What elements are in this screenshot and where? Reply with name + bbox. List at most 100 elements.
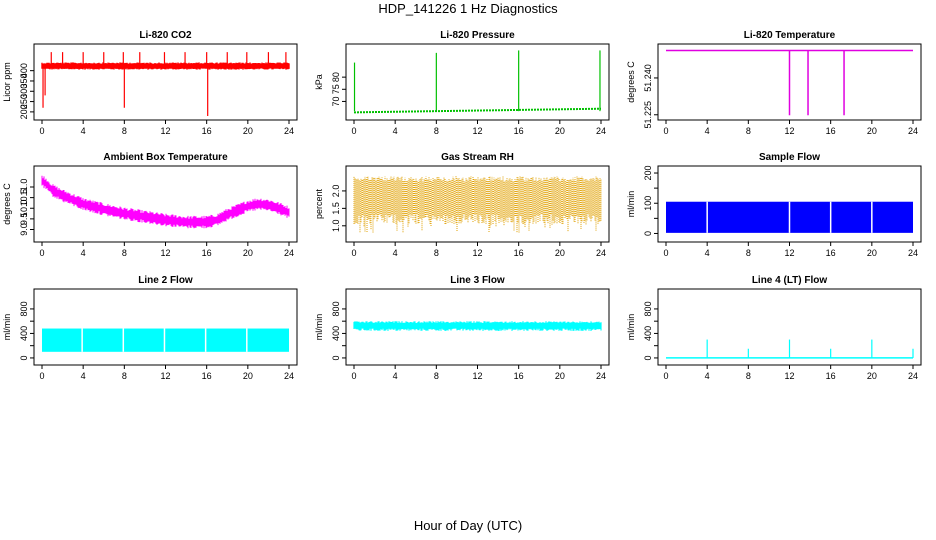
y-tick-label: 70	[331, 96, 341, 106]
x-tick-label: 24	[908, 248, 918, 258]
y-tick-label: 11.0	[19, 179, 29, 196]
chart-panel-6: Sample Flow 0 4 8 12 16 20 24 0 100 200 ml/min	[626, 152, 922, 258]
series-line	[353, 50, 602, 114]
series-line	[41, 52, 290, 116]
x-tick-label: 4	[81, 371, 86, 381]
x-tick-label: 4	[81, 126, 86, 136]
y-tick-label: 10.0	[19, 199, 29, 217]
y-axis-label: ml/min	[626, 314, 636, 341]
x-tick-label: 20	[243, 126, 253, 136]
figure-x-axis-label: Hour of Day (UTC)	[413, 518, 523, 533]
x-tick-label: 0	[663, 126, 668, 136]
data-baseline	[353, 107, 602, 114]
x-tick-label: 20	[243, 248, 253, 258]
y-tick-label: 200	[643, 166, 653, 181]
x-tick-label: 16	[514, 248, 524, 258]
x-tick-label: 0	[351, 126, 356, 136]
y-tick-label: 250	[19, 94, 29, 109]
x-tick-label: 16	[826, 371, 836, 381]
x-tick-label: 20	[555, 371, 565, 381]
y-tick-label: 51.225	[643, 101, 653, 129]
y-tick-label: 400	[643, 326, 653, 341]
series-line	[41, 175, 290, 229]
data-trace	[41, 175, 290, 229]
plot-frame	[33, 43, 298, 121]
chart-panel-5: Gas Stream RH 0 4 8 12 16 20 24 1.0 1.5 2.0 percent	[314, 152, 610, 258]
x-tick-label: 4	[705, 248, 710, 258]
y-axis-label: degrees C	[2, 183, 12, 225]
x-tick-label: 4	[81, 248, 86, 258]
x-tick-label: 12	[160, 371, 170, 381]
y-tick-label: 75	[331, 84, 341, 94]
x-tick-label: 16	[202, 248, 212, 258]
y-axis-label: Licor ppm	[2, 62, 12, 102]
y-tick-label: 400	[19, 326, 29, 341]
panel-title: Li-820 Temperature	[744, 30, 836, 41]
x-tick-label: 0	[39, 371, 44, 381]
x-tick-label: 16	[202, 126, 212, 136]
y-tick-label: 0	[19, 355, 29, 360]
chart-panel-7: Line 2 Flow 0 4 8 12 16 20 24 0 400 800 ml/min	[2, 275, 298, 381]
x-tick-label: 8	[746, 371, 751, 381]
x-tick-label: 12	[784, 126, 794, 136]
x-tick-label: 16	[826, 126, 836, 136]
y-tick-label: 9.0	[19, 223, 29, 236]
x-tick-label: 0	[39, 248, 44, 258]
x-tick-label: 16	[514, 371, 524, 381]
x-tick-label: 24	[596, 248, 606, 258]
data-band	[41, 62, 290, 70]
chart-panel-3: Li-820 Temperature 0 4 8 12 16 20 24 51.225 51.24…	[626, 30, 922, 136]
data-band	[353, 321, 602, 331]
y-tick-label: 2.0	[331, 185, 341, 198]
x-tick-label: 4	[393, 248, 398, 258]
panel-title: Line 2 Flow	[138, 275, 193, 286]
y-tick-label: 350	[19, 73, 29, 88]
x-tick-label: 12	[784, 371, 794, 381]
figure-title: HDP_141226 1 Hz Diagnostics	[378, 1, 558, 16]
y-axis-label: percent	[314, 188, 324, 219]
x-tick-label: 0	[663, 371, 668, 381]
series-line	[42, 328, 289, 352]
x-tick-label: 24	[908, 371, 918, 381]
series-line	[666, 201, 913, 233]
y-tick-label: 0	[643, 355, 653, 360]
y-tick-label: 80	[331, 72, 341, 82]
x-tick-label: 20	[555, 126, 565, 136]
x-tick-label: 12	[472, 126, 482, 136]
plot-frame	[33, 288, 298, 366]
chart-panel-2: Li-820 Pressure 0 4 8 12 16 20 24 70 75 80 kPa	[314, 30, 610, 136]
series-line	[666, 339, 914, 359]
x-tick-label: 0	[351, 248, 356, 258]
x-tick-label: 24	[596, 126, 606, 136]
x-tick-label: 4	[393, 371, 398, 381]
x-tick-label: 20	[555, 248, 565, 258]
x-tick-label: 12	[160, 126, 170, 136]
y-tick-label: 100	[643, 196, 653, 211]
x-tick-label: 12	[472, 248, 482, 258]
y-tick-label: 51.240	[643, 64, 653, 92]
y-tick-label: 1.5	[331, 202, 341, 215]
series-line	[353, 321, 602, 331]
x-tick-label: 16	[514, 126, 524, 136]
y-tick-label: 400	[19, 63, 29, 78]
series-line	[353, 176, 602, 233]
plot-frame	[345, 43, 610, 121]
y-axis-label: ml/min	[626, 191, 636, 218]
x-tick-label: 8	[122, 371, 127, 381]
x-tick-label: 8	[746, 248, 751, 258]
x-tick-label: 16	[202, 371, 212, 381]
y-tick-label: 10.5	[19, 189, 29, 207]
x-tick-label: 4	[393, 126, 398, 136]
chart-panel-9: Line 4 (LT) Flow 0 4 8 12 16 20 24 0 400 800 ml/min	[626, 275, 922, 381]
panel-title: Line 3 Flow	[450, 275, 505, 286]
x-tick-label: 8	[122, 126, 127, 136]
y-axis-label: kPa	[314, 74, 324, 90]
x-tick-label: 20	[243, 371, 253, 381]
x-tick-label: 24	[596, 371, 606, 381]
y-tick-label: 400	[331, 326, 341, 341]
y-tick-label: 200	[19, 104, 29, 119]
x-tick-label: 8	[434, 126, 439, 136]
y-axis-label: degrees C	[626, 61, 636, 103]
